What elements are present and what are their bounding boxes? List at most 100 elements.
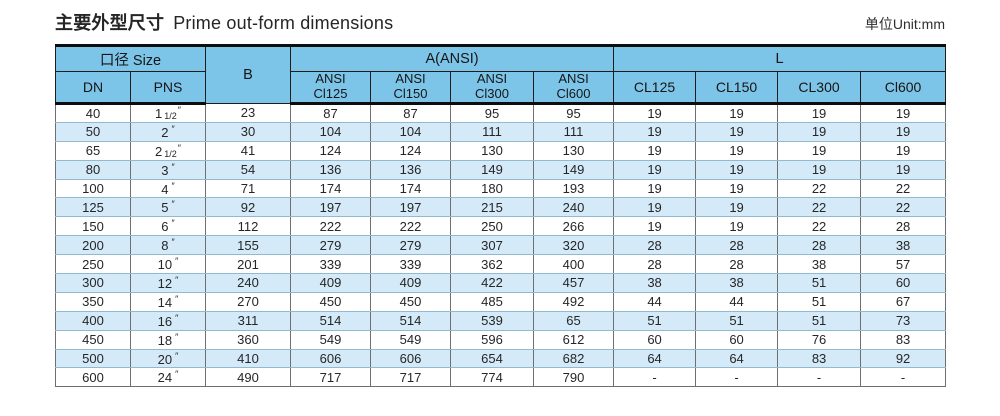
l-cell: 19 (860, 122, 947, 142)
pns-cell: 20 ″ (130, 349, 206, 369)
l-cell: 19 (695, 141, 779, 161)
pns-main: 20 (157, 351, 173, 367)
a-ansi-cell: 682 (532, 349, 615, 369)
pns-unit: ″ (175, 350, 179, 361)
l-cell: - (613, 367, 697, 387)
pns-main: 2 (161, 124, 169, 140)
header-group-row: 口径 Size B A(ANSI) L (55, 45, 947, 104)
pns-unit: ″ (171, 180, 175, 191)
pns-cell: 5 ″ (130, 197, 206, 218)
header-col-ansi-cl300: ANSI Cl300 (450, 71, 534, 105)
l-cell: 19 (777, 122, 862, 142)
a-ansi-cell: 87 (290, 103, 371, 123)
a-ansi-cell: 422 (450, 273, 534, 293)
page-title: 主要外型尺寸 Prime out-form dimensions (55, 9, 393, 35)
a-ansi-cell: 95 (532, 103, 615, 123)
table-body: 40 1 1/2″ 23 87 87 95 95 19 19 19 19 50 2 ″ 30 104 104 111… (55, 103, 947, 387)
dn-cell: 600 (55, 367, 131, 387)
a-ansi-cell: 485 (450, 292, 534, 312)
l-cell: 22 (777, 197, 862, 218)
table-row: 150 6 ″ 112 222 222 250 266 19 19 22 28 (55, 216, 947, 237)
a-ansi-cell: 174 (290, 179, 371, 199)
a-ansi-cell: 717 (290, 367, 371, 387)
pns-cell: 14 ″ (130, 292, 206, 312)
a-ansi-cell: 717 (370, 367, 451, 387)
table-row: 65 2 1/2″ 41 124 124 130 130 19 19 19 19 (55, 141, 947, 161)
pns-cell: 12 ″ (130, 273, 206, 293)
header-col-pns: PNS (130, 71, 206, 105)
pns-cell: 24 ″ (130, 367, 206, 387)
a-ansi-cell: 124 (290, 141, 371, 161)
header-col-dn: DN (55, 71, 131, 105)
a-ansi-cell: 95 (450, 103, 534, 123)
a-ansi-cell: 197 (370, 197, 451, 218)
header-col-l-cl600: Cl600 (860, 71, 947, 105)
a-ansi-cell: 774 (450, 367, 534, 387)
a-ansi-cell: 222 (370, 216, 451, 237)
pns-cell: 4 ″ (130, 179, 206, 199)
page-title-en: Prime out-form dimensions (173, 13, 394, 33)
pns-frac: 1/2 (164, 111, 177, 122)
table-row: 40 1 1/2″ 23 87 87 95 95 19 19 19 19 (55, 103, 947, 123)
l-cell: 60 (695, 330, 779, 350)
a-ansi-cell: 612 (532, 330, 615, 350)
table-row: 600 24 ″ 490 717 717 774 790- - - - (55, 367, 947, 387)
page-header: 主要外型尺寸 Prime out-form dimensions 单位Unit:m… (55, 9, 945, 35)
dn-cell: 250 (55, 254, 131, 275)
a-ansi-cell: 549 (290, 330, 371, 350)
pns-main: 2 (155, 143, 163, 159)
dn-cell: 40 (55, 103, 131, 123)
page-title-zh: 主要外型尺寸 (55, 13, 165, 33)
l-cell: 64 (695, 349, 779, 369)
a-ansi-cell: 215 (450, 197, 534, 218)
a-ansi-cell: 180 (450, 179, 534, 199)
a-ansi-cell: 149 (532, 160, 615, 180)
table-header: 口径 Size B A(ANSI) L DN PNS ANSI Cl125 ANS… (55, 45, 947, 105)
a-ansi-cell: 193 (532, 179, 615, 199)
b-cell: 92 (205, 197, 291, 218)
header-group-l: L (613, 45, 947, 72)
header-col-ansi-cl150: ANSI Cl150 (370, 71, 451, 105)
b-cell: 155 (205, 235, 291, 256)
dn-cell: 450 (55, 330, 131, 350)
a-ansi-cell: 549 (370, 330, 451, 350)
a-ansi-cell: 409 (290, 273, 371, 293)
l-cell: - (695, 367, 779, 387)
header-col-l-cl150: CL150 (695, 71, 779, 105)
pns-cell: 3 ″ (130, 160, 206, 180)
l-cell: 19 (860, 103, 947, 123)
pns-unit: ″ (177, 142, 181, 153)
l-cell: 92 (860, 349, 947, 369)
ansi-label-line1: ANSI (476, 71, 508, 87)
l-cell: 19 (695, 160, 779, 180)
a-ansi-cell: 197 (290, 197, 371, 218)
dimensions-table: 口径 Size B A(ANSI) L DN PNS ANSI Cl125 ANS… (55, 44, 947, 388)
l-cell: 19 (777, 141, 862, 161)
a-ansi-cell: 174 (370, 179, 451, 199)
table-row: 450 18 ″ 360 549 549 596 612 60 60 76 83 (55, 330, 947, 350)
l-cell: 76 (777, 330, 862, 350)
pns-main: 14 (157, 294, 173, 310)
l-cell: 38 (613, 273, 697, 293)
pns-unit: ″ (171, 199, 175, 210)
pns-main: 8 (161, 238, 169, 254)
l-cell: 28 (777, 235, 862, 256)
pns-cell: 1 1/2″ (130, 103, 206, 123)
pns-main: 4 (161, 181, 169, 197)
pns-frac: 1/2 (164, 148, 177, 159)
pns-cell: 2 1/2″ (130, 141, 206, 161)
b-cell: 311 (205, 311, 291, 331)
l-cell: 38 (695, 273, 779, 293)
l-cell: 19 (695, 122, 779, 142)
ansi-label-line2: Cl125 (313, 86, 348, 101)
l-cell: 51 (695, 311, 779, 331)
header-sub-row: DN PNS ANSI Cl125 ANSI Cl150 ANSI Cl300 ANS… (55, 71, 947, 105)
a-ansi-cell: 222 (290, 216, 371, 237)
l-cell: 28 (695, 254, 779, 275)
a-ansi-cell: 514 (370, 311, 451, 331)
a-ansi-cell: 539 (450, 311, 534, 331)
ansi-label-line1: ANSI (315, 71, 346, 87)
l-cell: 38 (860, 235, 947, 256)
l-cell: 64 (613, 349, 697, 369)
header-col-ansi-cl125: ANSI Cl125 (290, 71, 371, 105)
